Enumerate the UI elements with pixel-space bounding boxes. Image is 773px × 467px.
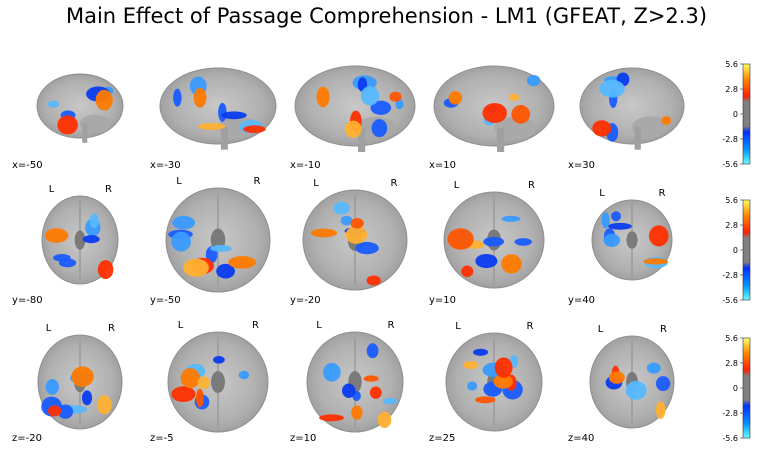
- right-orientation-marker: R: [391, 178, 398, 189]
- right-orientation-marker: R: [254, 176, 261, 187]
- colorbar-tick-label: 2.8: [725, 221, 738, 230]
- slice-coordinate-label: z=-5: [150, 433, 174, 444]
- colorbar-tick-label: 2.8: [725, 85, 738, 94]
- sagittal-slice-3: x=-10: [290, 65, 416, 171]
- colorbar-tick-label: 0: [733, 384, 738, 393]
- left-orientation-marker: L: [455, 321, 461, 332]
- right-orientation-marker: R: [528, 180, 535, 191]
- colorbar-tick-label: -5.6: [722, 434, 738, 443]
- right-orientation-marker: R: [105, 184, 112, 195]
- colorbar-tick-label: -2.8: [722, 409, 738, 418]
- right-orientation-marker: R: [659, 188, 666, 199]
- colorbar-tick-label: 0: [733, 110, 738, 119]
- slice-coordinate-label: x=10: [429, 160, 456, 171]
- slice-coordinate-label: z=10: [290, 433, 316, 444]
- colorbar-1: 5.6 2.8 0 -2.8 -5.6: [722, 60, 751, 169]
- colorbar-2: 5.6 2.8 0 -2.8 -5.6: [722, 196, 751, 305]
- sagittal-slice-1: x=-50: [12, 73, 124, 171]
- colorbar-tick-label: -5.6: [722, 296, 738, 305]
- left-orientation-marker: L: [313, 178, 319, 189]
- left-orientation-marker: L: [454, 180, 460, 191]
- colorbar-tick-label: 5.6: [725, 60, 738, 69]
- left-orientation-marker: L: [176, 176, 182, 187]
- left-orientation-marker: L: [598, 324, 604, 335]
- left-orientation-marker: L: [49, 184, 55, 195]
- colorbar-tick-label: -5.6: [722, 160, 738, 169]
- sagittal-slice-5: x=30: [568, 67, 685, 171]
- colorbar-tick-label: -2.8: [722, 135, 738, 144]
- axial-slice-2: z=-5 L R: [150, 320, 269, 444]
- slice-coordinate-label: y=-50: [150, 295, 181, 306]
- slice-coordinate-label: z=-20: [12, 433, 42, 444]
- colorbar-tick-label: 5.6: [725, 196, 738, 205]
- colorbar-tick-label: 5.6: [725, 334, 738, 343]
- colorbar-tick-label: -2.8: [722, 271, 738, 280]
- left-orientation-marker: L: [46, 323, 52, 334]
- axial-slice-3: z=10 L R: [290, 320, 404, 444]
- left-orientation-marker: L: [599, 188, 605, 199]
- slice-coordinate-label: z=40: [568, 433, 594, 444]
- axial-slice-1: z=-20 L R: [12, 323, 123, 444]
- slice-coordinate-label: x=-30: [150, 160, 181, 171]
- sagittal-slice-4: x=10: [429, 65, 555, 171]
- coronal-slice-4: y=10 L R: [429, 180, 545, 306]
- axial-slice-5: z=40 L R: [568, 324, 675, 444]
- coronal-slice-1: y=-80 L R: [12, 184, 119, 306]
- colorbar-tick-label: 2.8: [725, 359, 738, 368]
- right-orientation-marker: R: [527, 321, 534, 332]
- slice-coordinate-label: z=25: [429, 433, 455, 444]
- right-orientation-marker: R: [660, 324, 667, 335]
- right-orientation-marker: R: [388, 320, 395, 331]
- slice-coordinate-label: y=40: [568, 295, 595, 306]
- slice-coordinate-label: x=30: [568, 160, 595, 171]
- sagittal-slice-2: x=-30: [150, 67, 277, 171]
- coronal-slice-2: y=-50 L R: [150, 176, 271, 306]
- left-orientation-marker: L: [178, 320, 184, 331]
- coronal-slice-5: y=40 L R: [568, 188, 673, 306]
- slice-coordinate-label: x=-10: [290, 160, 321, 171]
- right-orientation-marker: R: [252, 320, 259, 331]
- right-orientation-marker: R: [108, 323, 115, 334]
- left-orientation-marker: L: [316, 320, 322, 331]
- colorbar-3: 5.6 2.8 0 -2.8 -5.6: [722, 334, 751, 443]
- slice-coordinate-label: y=10: [429, 295, 456, 306]
- colorbar-tick-label: 0: [733, 246, 738, 255]
- slice-coordinate-label: y=-20: [290, 295, 321, 306]
- coronal-slice-3: y=-20 L R: [290, 178, 408, 306]
- figure-title: Main Effect of Passage Comprehension - L…: [65, 4, 708, 28]
- slice-coordinate-label: x=-50: [12, 160, 43, 171]
- slice-coordinate-label: y=-80: [12, 295, 43, 306]
- axial-slice-4: z=25 L R: [429, 321, 543, 444]
